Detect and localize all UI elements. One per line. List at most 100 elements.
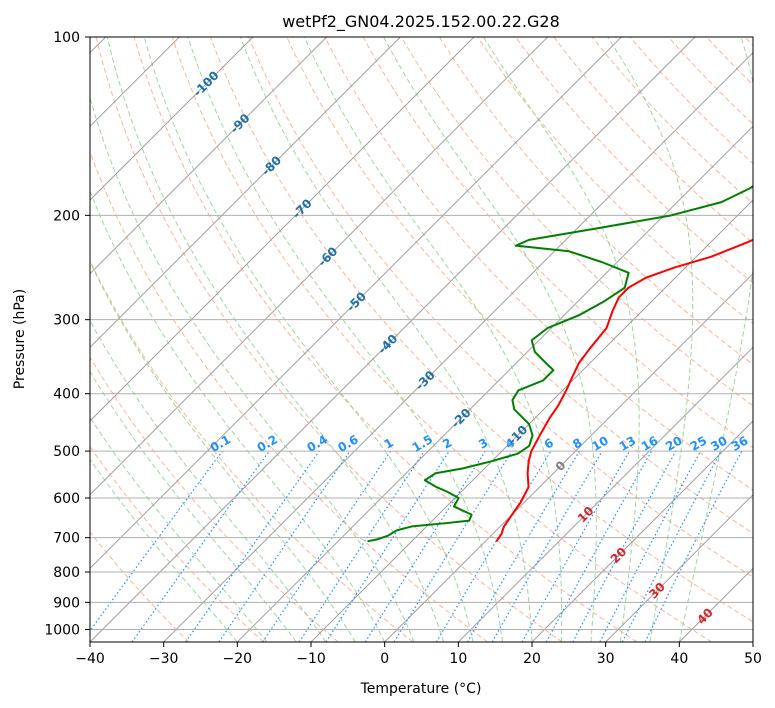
mixing-ratio-label: 6: [542, 435, 556, 451]
mixing-ratio-label: 1: [382, 435, 396, 451]
dry-adiabat: [400, 37, 753, 407]
y-tick-label: 1000: [44, 622, 80, 638]
isotherm: [90, 37, 328, 275]
mixing-ratio-line: [393, 450, 513, 642]
isotherm: [90, 37, 696, 642]
dewpoint-profile: [367, 185, 753, 543]
mixing-ratio-line: [599, 450, 702, 642]
dry-adiabat: [90, 531, 190, 642]
isotherm: [90, 37, 622, 570]
x-tick-label: 30: [597, 651, 615, 667]
plot-frame: [89, 36, 754, 643]
y-axis: 100 200 300 400 500 600 700 800 900 1000: [44, 30, 90, 638]
y-tick-label: 900: [53, 595, 80, 611]
mixing-ratio-line: [218, 450, 351, 642]
isotherm: [90, 37, 549, 496]
y-tick-label: 100: [53, 30, 80, 46]
moist-adiabat: [482, 37, 640, 642]
dry-adiabat: [90, 259, 414, 642]
mixing-ratio-line: [521, 450, 631, 642]
mixing-ratio-line: [185, 450, 320, 642]
x-tick-label: 0: [380, 651, 389, 667]
y-tick-label: 400: [53, 387, 80, 403]
isotherm: [310, 199, 753, 642]
moist-adiabat: [187, 37, 504, 642]
isotherm: [90, 37, 475, 422]
dry-adiabat: [744, 37, 753, 47]
pressure-grid: [90, 37, 753, 630]
x-tick-label: 10: [449, 651, 467, 667]
x-tick-label: −30: [149, 651, 179, 667]
moist-adiabat: [90, 319, 327, 642]
x-axis: −40 −30 −20 −10 0 10 20 30 40 50: [75, 642, 762, 667]
y-tick-label: 200: [53, 208, 80, 224]
moist-adiabat: [239, 37, 533, 642]
dry-adiabat: [668, 37, 753, 125]
background-lines: [90, 37, 753, 642]
moist-adiabat: [303, 37, 563, 642]
y-tick-label: 500: [53, 444, 80, 460]
mixing-ratio-line: [644, 450, 743, 642]
x-tick-label: 20: [523, 651, 541, 667]
x-tick-label: −10: [296, 651, 326, 667]
dry-adiabat: [90, 150, 488, 642]
moist-adiabat: [90, 416, 268, 642]
x-tick-label: 40: [670, 651, 688, 667]
y-tick-label: 300: [53, 313, 80, 329]
mixing-ratio-line: [572, 450, 677, 642]
mixing-ratio-line: [131, 450, 270, 642]
dry-adiabat: [248, 37, 753, 578]
moist-adiabat: [90, 260, 356, 642]
moist-adiabat: [678, 37, 753, 642]
moist-adiabat: [106, 37, 445, 642]
dry-adiabat: [439, 37, 753, 366]
isotherm: [163, 51, 753, 642]
y-tick-label: 800: [53, 565, 80, 581]
isotherm: [384, 272, 753, 642]
y-tick-label: 700: [53, 531, 80, 547]
dry-adiabat: [324, 37, 753, 491]
moist-adiabat: [607, 37, 694, 642]
dry-adiabat: [362, 37, 753, 449]
isotherm: [752, 641, 753, 642]
dry-adiabat: [210, 37, 753, 623]
isotherm: [90, 37, 401, 349]
moist-adiabat: [143, 37, 474, 642]
mixing-ratio-label: 0.4: [305, 432, 330, 455]
x-tick-label: −20: [223, 651, 253, 667]
mixing-ratio-label: 0.2: [255, 432, 280, 455]
chart-title: wetPf2_GN04.2025.152.00.22.G28: [282, 12, 560, 32]
isotherm: [90, 37, 254, 201]
x-tick-label: 50: [744, 651, 762, 667]
mixing-ratio-line: [325, 450, 450, 642]
profiles: [367, 185, 753, 543]
mixing-ratio-label: 0.6: [335, 432, 360, 455]
x-tick-label: −40: [75, 651, 105, 667]
dry-adiabat: [171, 37, 712, 642]
temperature-profile: [495, 238, 753, 542]
y-axis-title: Pressure (hPa): [12, 289, 28, 389]
isotherm: [531, 420, 753, 642]
mixing-ratio-label: 2: [440, 435, 454, 451]
isotherm: [236, 125, 753, 642]
isotherm: [678, 567, 753, 642]
moist-adiabat: [90, 189, 386, 642]
isotherm: [605, 493, 753, 642]
isotherm: [457, 346, 753, 642]
dry-adiabat: [90, 445, 264, 642]
dry-adiabat: [90, 356, 339, 642]
mixing-ratio-line: [298, 450, 425, 642]
mixing-ratio-line: [545, 450, 653, 642]
dry-adiabat: [515, 37, 753, 284]
dry-adiabat: [706, 37, 753, 86]
dry-adiabat: [133, 37, 638, 642]
x-axis-title: Temperature (°C): [360, 681, 482, 697]
dry-adiabat: [95, 37, 563, 642]
moist-adiabat: [383, 37, 597, 642]
y-tick-label: 600: [53, 491, 80, 507]
mixing-ratio-line: [262, 450, 392, 642]
moist-adiabat: [90, 458, 238, 642]
mixing-ratio-line: [90, 450, 223, 632]
mixing-ratio-line: [466, 450, 580, 642]
